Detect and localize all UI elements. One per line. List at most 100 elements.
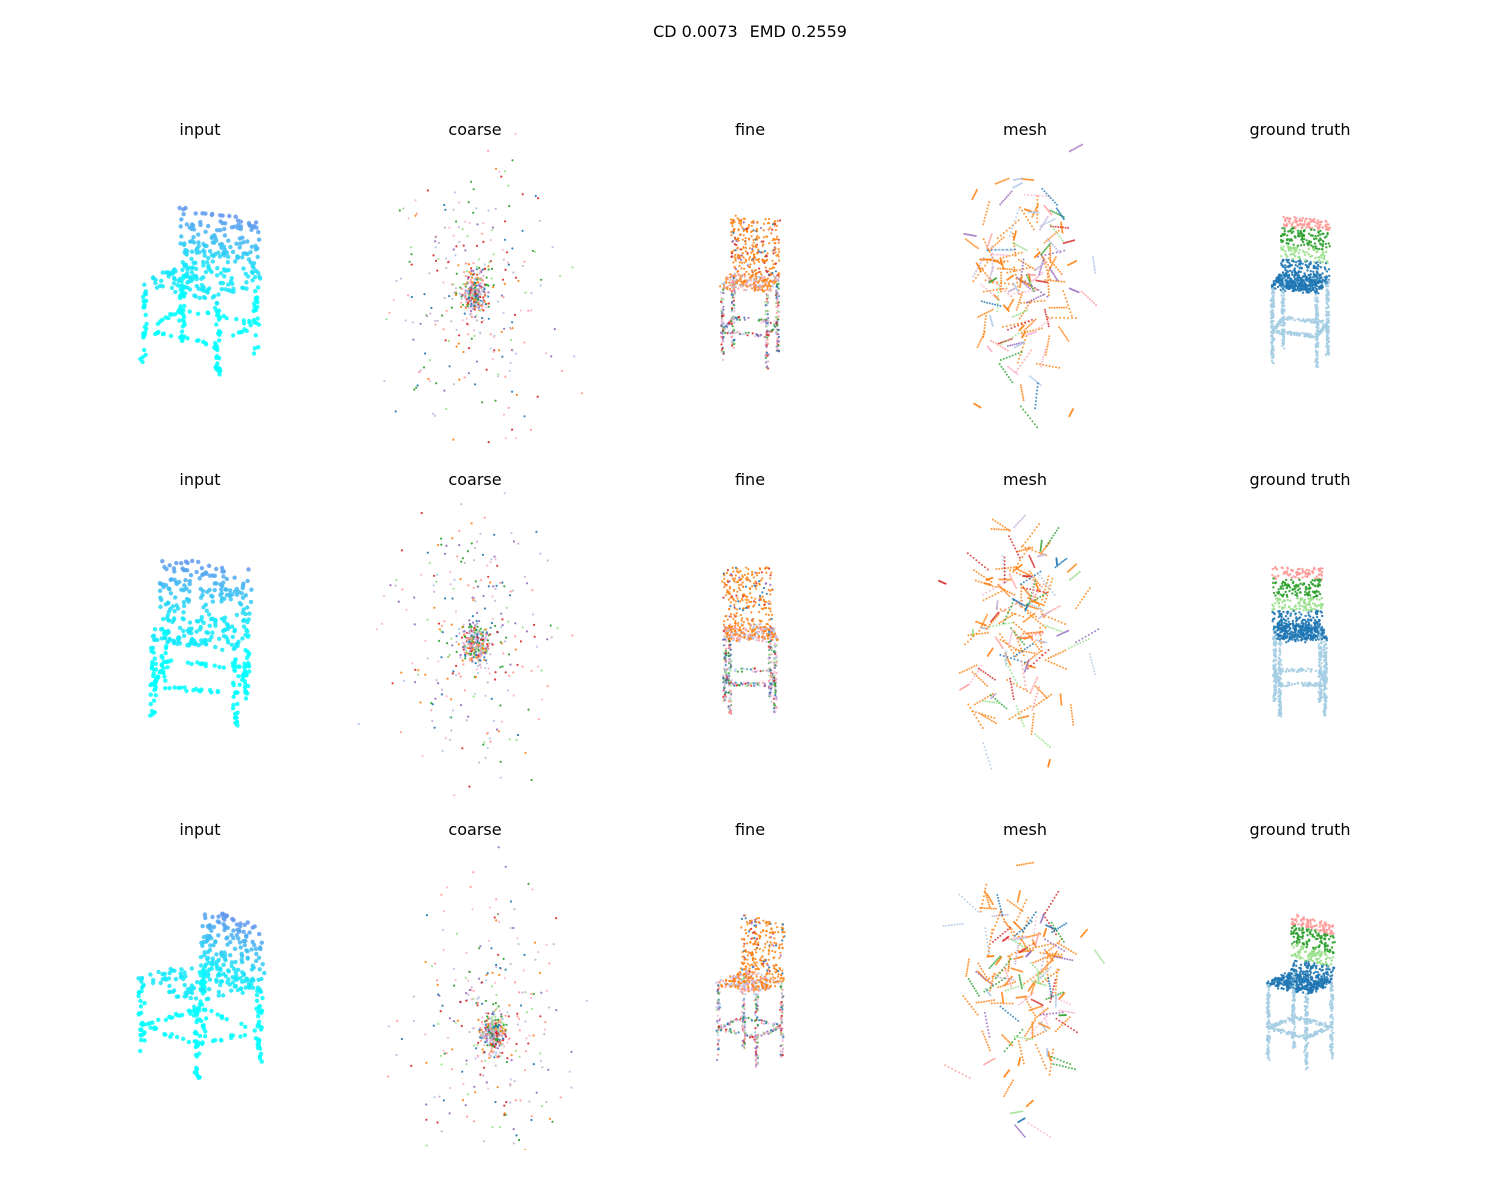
- point: [207, 267, 212, 272]
- point: [183, 205, 188, 211]
- point: [983, 324, 986, 327]
- point: [767, 217, 771, 221]
- point: [163, 650, 168, 656]
- point: [736, 217, 739, 220]
- point: [1293, 333, 1297, 336]
- point: [209, 634, 214, 640]
- point: [984, 272, 987, 275]
- point: [200, 588, 206, 594]
- point: [1316, 318, 1319, 321]
- point: [1281, 339, 1284, 342]
- point: [750, 274, 753, 277]
- point: [467, 347, 471, 350]
- point: [1038, 251, 1041, 254]
- point: [987, 310, 990, 313]
- point: [991, 303, 994, 305]
- point: [996, 306, 999, 309]
- point: [1307, 222, 1311, 226]
- point: [1061, 239, 1064, 242]
- point: [201, 339, 206, 345]
- point: [1316, 330, 1319, 334]
- point: [1042, 260, 1045, 262]
- point: [730, 293, 733, 296]
- point: [743, 318, 746, 321]
- point: [1002, 256, 1005, 259]
- point: [203, 663, 208, 669]
- point: [1321, 278, 1324, 282]
- point: [1062, 332, 1065, 334]
- point: [471, 294, 474, 297]
- point: [226, 288, 231, 293]
- point: [1325, 246, 1328, 249]
- point: [1019, 246, 1022, 249]
- point: [1005, 325, 1008, 328]
- point: [983, 331, 986, 334]
- point: [766, 338, 769, 341]
- point: [1325, 314, 1328, 318]
- point: [1045, 261, 1048, 264]
- point: [1053, 228, 1056, 231]
- point: [981, 313, 984, 316]
- point: [733, 256, 736, 259]
- point: [1041, 358, 1044, 361]
- point: [1021, 311, 1024, 314]
- point: [1291, 289, 1294, 293]
- point: [1270, 306, 1274, 309]
- point: [977, 273, 980, 276]
- point: [210, 259, 215, 264]
- point: [777, 282, 780, 286]
- point: [232, 645, 238, 651]
- point: [759, 288, 762, 291]
- point: [218, 368, 223, 373]
- point: [1063, 333, 1066, 336]
- point: [1060, 215, 1063, 217]
- point: [772, 279, 775, 282]
- point: [241, 266, 246, 271]
- point: [1290, 331, 1294, 335]
- point: [1037, 203, 1039, 206]
- point: [1020, 276, 1023, 279]
- point: [1303, 251, 1306, 254]
- point: [1039, 384, 1042, 387]
- point: [1295, 219, 1299, 223]
- point: [141, 335, 146, 340]
- point: [1067, 304, 1070, 307]
- point: [756, 289, 759, 292]
- point: [1030, 211, 1033, 214]
- point: [214, 566, 219, 572]
- point: [722, 339, 725, 342]
- point: [1044, 219, 1047, 222]
- point: [746, 281, 749, 284]
- point: [1275, 330, 1279, 333]
- point: [749, 263, 752, 266]
- point: [746, 230, 749, 233]
- point: [187, 581, 192, 587]
- point: [218, 219, 223, 224]
- point: [1307, 253, 1310, 256]
- point: [472, 329, 476, 332]
- point: [475, 306, 479, 309]
- point: [193, 211, 198, 216]
- point: [211, 253, 216, 259]
- point: [971, 243, 974, 246]
- point: [1009, 324, 1012, 327]
- point: [1319, 229, 1322, 233]
- point: [502, 258, 505, 261]
- point: [1028, 281, 1031, 284]
- point: [471, 289, 474, 292]
- point: [734, 238, 737, 241]
- point: [469, 628, 473, 631]
- point: [1036, 198, 1039, 201]
- point: [448, 226, 451, 229]
- point: [171, 639, 177, 644]
- point: [1049, 267, 1052, 270]
- point: [1312, 260, 1316, 263]
- point: [989, 309, 992, 312]
- point: [468, 221, 471, 224]
- point: [1012, 223, 1015, 226]
- point: [1303, 283, 1306, 287]
- point: [1063, 280, 1066, 283]
- point: [737, 239, 740, 242]
- point: [1314, 256, 1317, 260]
- point: [1327, 320, 1330, 323]
